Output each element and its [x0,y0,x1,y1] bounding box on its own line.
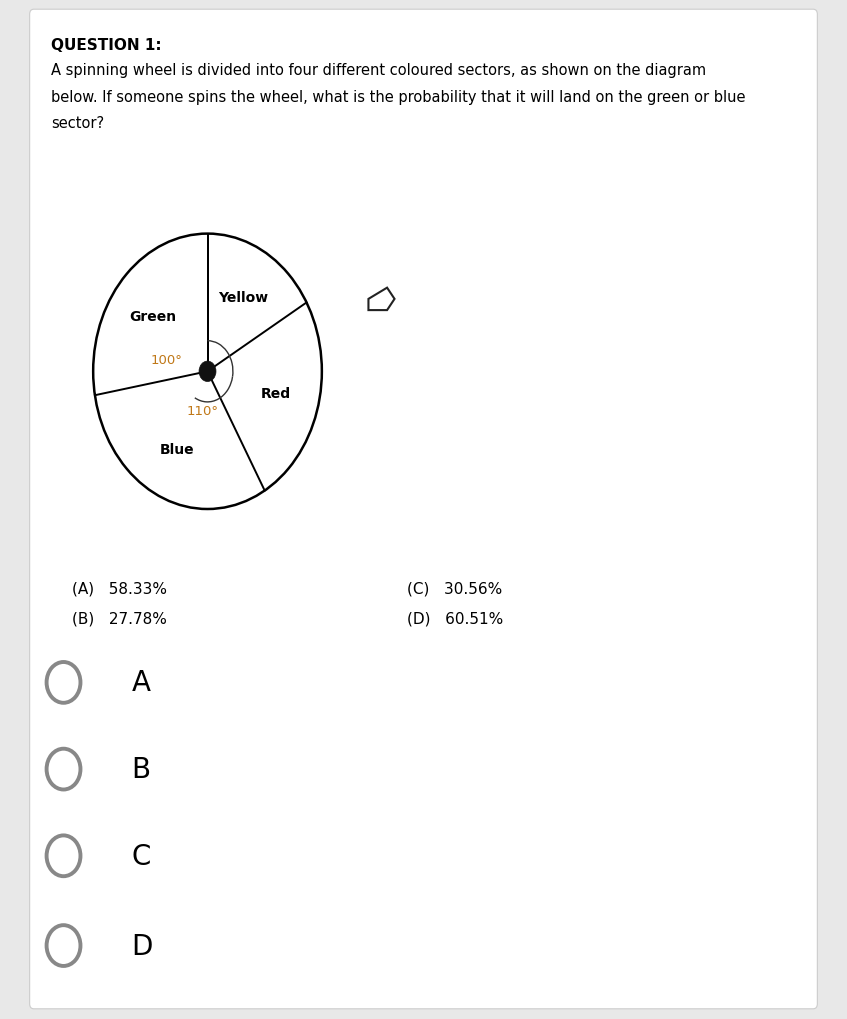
Text: C: C [131,842,151,870]
FancyBboxPatch shape [30,10,817,1009]
Text: D: D [131,931,152,960]
Text: (D)   60.51%: (D) 60.51% [407,611,503,627]
Text: (A)   58.33%: (A) 58.33% [72,581,167,596]
Text: Green: Green [130,310,177,324]
Text: 100°: 100° [151,354,183,366]
Text: (C)   30.56%: (C) 30.56% [407,581,501,596]
Text: Red: Red [261,387,291,401]
Text: Blue: Blue [160,442,195,457]
Text: A spinning wheel is divided into four different coloured sectors, as shown on th: A spinning wheel is divided into four di… [51,63,706,78]
Circle shape [199,362,216,382]
Text: sector?: sector? [51,116,104,131]
Text: below. If someone spins the wheel, what is the probability that it will land on : below. If someone spins the wheel, what … [51,90,745,105]
Text: QUESTION 1:: QUESTION 1: [51,38,162,53]
Polygon shape [368,288,395,311]
Text: B: B [131,755,151,784]
Text: A: A [131,668,150,697]
Text: Yellow: Yellow [218,291,268,305]
Text: 110°: 110° [186,405,219,417]
Text: (B)   27.78%: (B) 27.78% [72,611,167,627]
